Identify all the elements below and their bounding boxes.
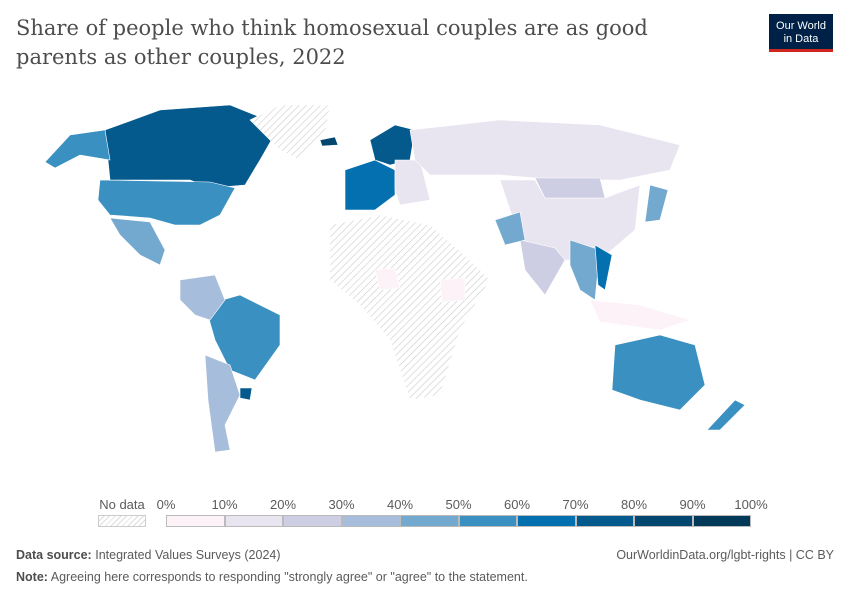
legend-tick: 50%	[445, 497, 472, 512]
country-iceland[interactable]	[319, 136, 339, 147]
country-australia[interactable]	[611, 334, 706, 411]
country-uruguay[interactable]	[239, 387, 253, 401]
data-source: Data source: Integrated Values Surveys (…	[16, 548, 281, 562]
country-vietnam[interactable]	[594, 244, 613, 291]
note-text: Agreeing here corresponds to responding …	[50, 570, 528, 584]
legend-tick: 20%	[269, 497, 297, 512]
legend-tick: 70%	[562, 497, 589, 512]
country-canada[interactable]	[104, 104, 281, 189]
legend-tick: 60%	[503, 497, 531, 512]
country-mongolia[interactable]	[534, 177, 606, 199]
legend-bin[interactable]	[224, 515, 283, 527]
country-russia[interactable]	[409, 119, 681, 181]
source-url[interactable]: OurWorldinData.org/lgbt-rights | CC BY	[616, 548, 834, 562]
legend-tick: 30%	[328, 497, 355, 512]
note: Note: Agreeing here corresponds to respo…	[16, 570, 528, 584]
country-mexico[interactable]	[109, 217, 166, 266]
legend-bin[interactable]	[283, 515, 342, 527]
country-brazil[interactable]	[204, 294, 281, 381]
country-western-europe[interactable]	[344, 159, 396, 211]
legend-tick: 0%	[156, 497, 176, 512]
owid-logo[interactable]: Our World in Data	[769, 14, 833, 52]
country-pakistan[interactable]	[494, 211, 526, 246]
legend-bin[interactable]	[575, 515, 634, 527]
legend-bin[interactable]	[341, 515, 400, 527]
legend-tick: 80%	[620, 497, 648, 512]
legend-bin[interactable]	[166, 515, 225, 527]
country-argentina[interactable]	[204, 354, 241, 453]
legend-bin[interactable]	[517, 515, 576, 527]
legend-bin[interactable]	[400, 515, 459, 527]
country-nigeria-ethiopia[interactable]	[374, 267, 466, 303]
country-scandinavia[interactable]	[369, 124, 416, 166]
legend-bin[interactable]	[692, 515, 751, 527]
legend-tick: 90%	[679, 497, 706, 512]
country-india[interactable]	[519, 239, 566, 296]
country-united-states[interactable]	[97, 179, 236, 226]
country-africa-most-[interactable]	[329, 214, 491, 401]
legend-tick: 10%	[211, 497, 238, 512]
note-label: Note:	[16, 570, 48, 584]
country-colombia-andes[interactable]	[179, 274, 226, 321]
country-greenland[interactable]	[249, 104, 331, 161]
country-indonesia[interactable]	[589, 299, 691, 331]
country-japan[interactable]	[644, 184, 669, 223]
legend-no-data-label: No data	[99, 497, 145, 512]
source-text[interactable]: Integrated Values Surveys (2024)	[95, 548, 281, 562]
source-label: Data source:	[16, 548, 92, 562]
legend-tick: 100%	[734, 497, 768, 512]
world-map[interactable]	[0, 100, 850, 490]
legend-tick: 40%	[386, 497, 414, 512]
legend-bin[interactable]	[458, 515, 517, 527]
legend-no-data-swatch[interactable]	[98, 515, 146, 527]
chart-title: Share of people who think homosexual cou…	[16, 16, 648, 69]
legend-bin[interactable]	[634, 515, 693, 527]
country-new-zealand[interactable]	[706, 399, 746, 431]
country-alaska[interactable]	[44, 129, 111, 169]
